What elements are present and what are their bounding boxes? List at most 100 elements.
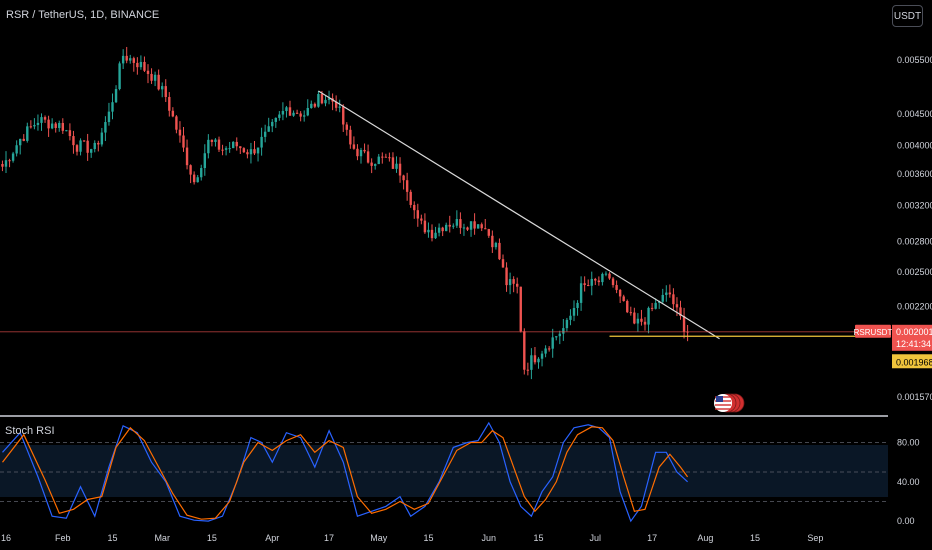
candle-body bbox=[462, 227, 466, 229]
candle-body bbox=[11, 153, 15, 161]
candle-body bbox=[484, 228, 487, 230]
candle-body bbox=[643, 321, 647, 325]
candle-body bbox=[437, 227, 441, 233]
candle-body bbox=[640, 318, 643, 322]
candle-body bbox=[150, 73, 153, 81]
candle-body bbox=[239, 146, 242, 149]
candle-body bbox=[512, 279, 515, 284]
candle-body bbox=[86, 140, 89, 153]
candle-body bbox=[161, 86, 164, 90]
time-tick-label: 15 bbox=[533, 533, 543, 543]
price-tick-label: 0.005500 bbox=[897, 55, 932, 65]
candle-body bbox=[381, 156, 384, 158]
candle-body bbox=[281, 111, 285, 115]
indicator-title[interactable]: Stoch RSI bbox=[5, 425, 55, 437]
time-axis[interactable]: 16 Feb 15 Mar 15 Apr 17 May 15 Jun 15 Jul 17 Aug 15 Sep bbox=[1, 533, 823, 543]
candle-body bbox=[388, 157, 391, 159]
candle-body bbox=[263, 131, 267, 137]
chart-title: RSR / TetherUS, 1D, BINANCE bbox=[6, 9, 160, 21]
candle-body bbox=[271, 121, 274, 127]
candle-body bbox=[33, 124, 36, 127]
candle-body bbox=[253, 149, 256, 154]
candle-body bbox=[203, 153, 206, 169]
stoch-d-line bbox=[2, 426, 689, 520]
candle-body bbox=[370, 162, 373, 166]
stoch-layer bbox=[0, 421, 888, 523]
candle-body bbox=[4, 160, 8, 167]
candle-body bbox=[278, 114, 281, 118]
candle-body bbox=[636, 318, 640, 324]
candle-body bbox=[445, 224, 448, 232]
price-tags: RSRUSDT 0.002001 12:41:34 0.001968 bbox=[714, 324, 932, 413]
candle-body bbox=[82, 140, 86, 142]
candle-body bbox=[480, 224, 483, 229]
candle-body bbox=[366, 151, 370, 163]
candle-body bbox=[143, 61, 146, 71]
candle-body bbox=[40, 117, 43, 123]
flag-icon-canton bbox=[716, 396, 723, 402]
candle-body bbox=[618, 289, 622, 297]
candle-body bbox=[405, 180, 409, 192]
candle-body bbox=[36, 122, 40, 125]
candle-body bbox=[306, 107, 309, 116]
currency-button[interactable]: USDT bbox=[892, 5, 923, 27]
candle-body bbox=[8, 160, 11, 162]
trendline[interactable] bbox=[318, 90, 720, 340]
candle-body bbox=[597, 280, 601, 283]
candle-body bbox=[626, 301, 629, 313]
candle-body bbox=[153, 74, 157, 81]
candle-body bbox=[111, 102, 114, 112]
time-tick-label: Apr bbox=[265, 533, 279, 543]
candle-body bbox=[295, 112, 299, 114]
countdown-label: 12:41:34 bbox=[896, 339, 931, 349]
candle-body bbox=[22, 138, 25, 141]
candle-body bbox=[377, 156, 380, 165]
candle-body bbox=[544, 348, 547, 354]
time-tick-label: Feb bbox=[55, 533, 71, 543]
candle-body bbox=[125, 55, 128, 61]
candle-body bbox=[675, 304, 679, 308]
candle-body bbox=[416, 210, 419, 219]
price-tick-label: 0.004000 bbox=[897, 141, 932, 151]
candle-body bbox=[185, 147, 189, 166]
candle-body bbox=[324, 99, 327, 104]
candle-body bbox=[164, 86, 167, 97]
stoch-axis[interactable]: 80.00 40.00 0.00 bbox=[897, 438, 920, 527]
candle-body bbox=[26, 126, 29, 141]
candle-body bbox=[68, 130, 72, 137]
candle-body bbox=[260, 136, 263, 148]
candle-body bbox=[622, 296, 625, 302]
candle-body bbox=[224, 148, 228, 150]
candle-body bbox=[196, 177, 199, 183]
candle-body bbox=[299, 113, 302, 117]
candle-body bbox=[498, 242, 501, 260]
candle-body bbox=[441, 227, 444, 232]
us-flag-icon[interactable] bbox=[714, 393, 745, 413]
candle-body bbox=[107, 111, 111, 123]
candle-body bbox=[487, 229, 490, 236]
candle-body bbox=[466, 227, 469, 230]
candle-body bbox=[413, 204, 416, 211]
candle-body bbox=[100, 132, 104, 145]
candle-body bbox=[374, 164, 377, 166]
candle-body bbox=[402, 175, 405, 181]
price-axis[interactable]: 0.005500 0.004500 0.004000 0.003600 0.003200… bbox=[897, 55, 932, 402]
candle-body bbox=[555, 336, 558, 338]
time-tick-label: 15 bbox=[423, 533, 433, 543]
candle-body bbox=[434, 232, 437, 239]
candle-body bbox=[650, 307, 654, 309]
candle-body bbox=[398, 163, 402, 176]
price-tick-label: 0.004500 bbox=[897, 109, 932, 119]
candle-body bbox=[310, 103, 313, 108]
candle-body bbox=[175, 116, 178, 130]
candle-body bbox=[615, 285, 618, 290]
candle-body bbox=[384, 156, 388, 158]
candle-body bbox=[249, 149, 253, 155]
stoch-tick-label: 80.00 bbox=[897, 438, 920, 448]
candle-body bbox=[540, 353, 544, 359]
candle-body bbox=[288, 107, 292, 116]
candle-body bbox=[501, 259, 505, 268]
overlays-layer bbox=[0, 90, 888, 340]
candle-body bbox=[448, 224, 451, 227]
